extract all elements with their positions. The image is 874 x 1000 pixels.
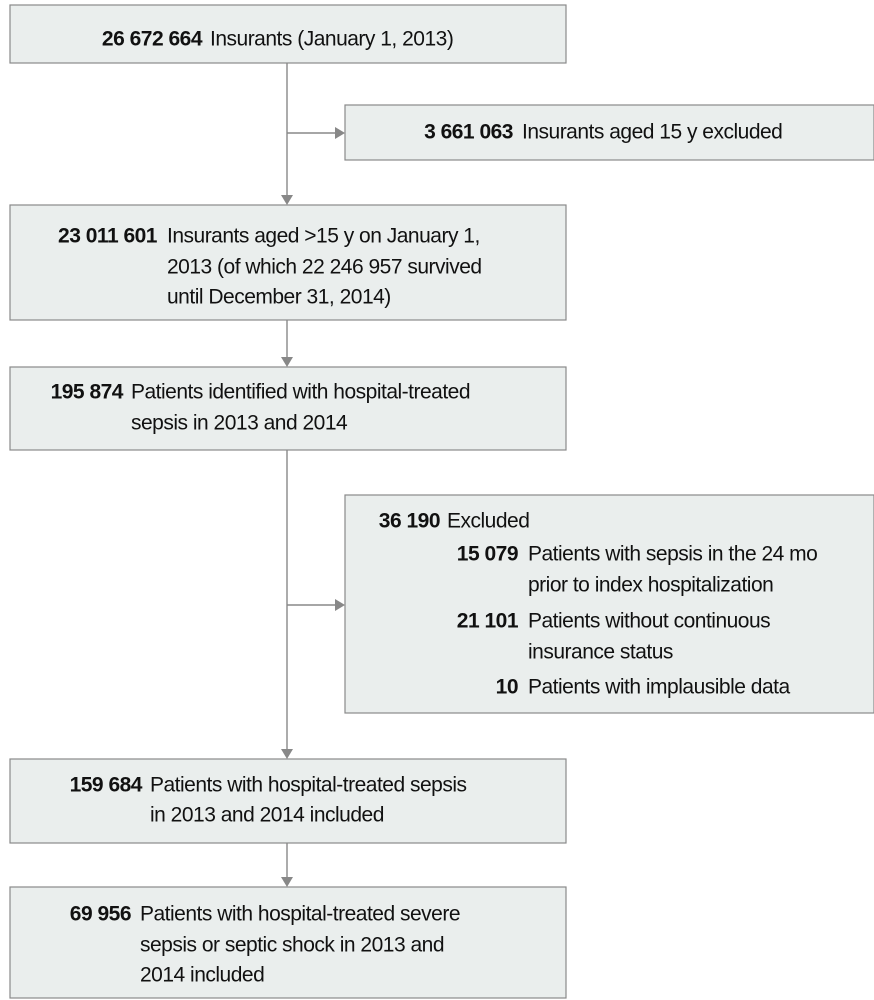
label-line: Insurants (January 1, 2013) — [210, 28, 453, 51]
count: 26 672 664 — [102, 28, 203, 51]
label-line: Patients without continuous — [528, 610, 770, 633]
label-line: Patients with hospital-treated severe — [140, 903, 460, 926]
box — [9, 758, 567, 844]
box — [344, 494, 874, 714]
arrowhead — [335, 127, 345, 139]
label-line: insurance status — [528, 641, 673, 664]
arrowhead — [281, 195, 293, 205]
label-line: 2014 included — [140, 964, 264, 987]
label-line: sepsis or septic shock in 2013 and — [140, 934, 444, 957]
box — [9, 366, 567, 451]
label-line: Patients with hospital-treated sepsis — [150, 774, 467, 797]
box — [9, 886, 567, 999]
count: 3 661 063 — [424, 121, 513, 144]
label-line: sepsis in 2013 and 2014 — [131, 412, 348, 435]
label-line: 2013 (of which 22 246 957 survived — [167, 256, 482, 279]
label-line: Excluded — [447, 510, 529, 533]
count: 69 956 — [70, 903, 131, 926]
count: 36 190 — [379, 510, 440, 533]
count: 23 011 601 — [58, 225, 158, 248]
box — [9, 204, 567, 321]
count: 195 874 — [51, 381, 124, 404]
count: 159 684 — [70, 774, 143, 797]
box — [9, 4, 567, 64]
label-line: Patients identified with hospital-treate… — [131, 381, 470, 404]
label-line: Patients with implausible data — [528, 676, 790, 699]
arrowhead — [281, 357, 293, 367]
count: 21 101 — [457, 610, 519, 633]
count: 10 — [496, 676, 518, 699]
label-line: in 2013 and 2014 included — [150, 804, 384, 827]
arrowhead — [281, 749, 293, 759]
count: 15 079 — [457, 543, 518, 566]
label-line: prior to index hospitalization — [528, 574, 773, 597]
label-line: Insurants aged 15 y excluded — [522, 121, 782, 144]
arrowhead — [335, 599, 345, 611]
arrowhead — [281, 877, 293, 887]
label-line: until December 31, 2014) — [167, 286, 391, 309]
label-line: Insurants aged >15 y on January 1, — [167, 225, 480, 248]
connectors — [281, 63, 345, 887]
label-line: Patients with sepsis in the 24 mo — [528, 543, 817, 566]
box — [344, 104, 874, 161]
